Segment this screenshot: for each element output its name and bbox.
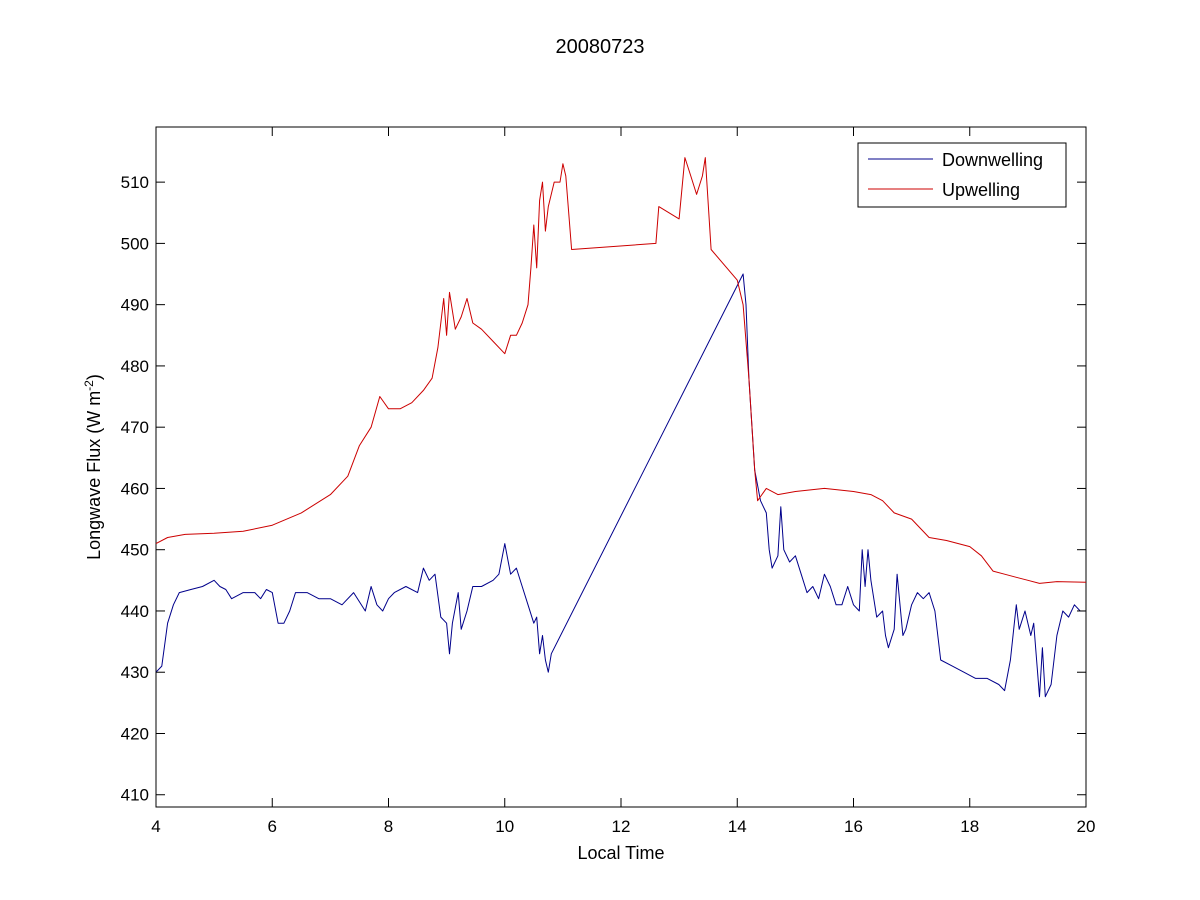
x-tick-label-6: 6 <box>268 817 277 836</box>
x-tick-label-12: 12 <box>612 817 631 836</box>
x-tick-label-14: 14 <box>728 817 747 836</box>
x-axis-label: Local Time <box>577 843 664 863</box>
y-axis-label-close: ) <box>84 374 104 380</box>
chart-title: 20080723 <box>556 36 645 58</box>
series-line-upwelling <box>155 157 1087 584</box>
legend: Downwelling Upwelling <box>857 142 1067 208</box>
x-tick-label-4: 4 <box>151 817 160 836</box>
y-tick-label-470: 470 <box>121 418 149 437</box>
y-tick-label-460: 460 <box>121 479 149 498</box>
y-tick-label-480: 480 <box>121 357 149 376</box>
y-tick-label-410: 410 <box>121 786 149 805</box>
x-tick-label-18: 18 <box>960 817 979 836</box>
x-tick-label-16: 16 <box>844 817 863 836</box>
y-tick-label-420: 420 <box>121 724 149 743</box>
y-axis-label-exponent: -2 <box>82 380 96 391</box>
plot-area <box>155 126 1087 808</box>
y-tick-label-490: 490 <box>121 296 149 315</box>
legend-box <box>857 142 1067 208</box>
y-tick-label-430: 430 <box>121 663 149 682</box>
y-axis-label: Longwave Flux (W m-2) <box>82 374 104 560</box>
series-layer <box>155 157 1087 698</box>
y-tick-label-500: 500 <box>121 234 149 253</box>
x-tick-label-10: 10 <box>495 817 514 836</box>
x-tick-label-8: 8 <box>384 817 393 836</box>
y-tick-label-440: 440 <box>121 602 149 621</box>
x-tick-label-20: 20 <box>1077 817 1096 836</box>
y-tick-label-510: 510 <box>121 173 149 192</box>
y-tick-label-450: 450 <box>121 541 149 560</box>
legend-label-downwelling: Downwelling <box>942 150 1043 170</box>
ticks-layer: 4 6 8 10 12 14 16 18 20 410 420 430 440 450 460 470 480 4… <box>121 127 1096 836</box>
legend-label-upwelling: Upwelling <box>942 180 1020 200</box>
y-axis-label-main: Longwave Flux (W m <box>84 391 104 560</box>
